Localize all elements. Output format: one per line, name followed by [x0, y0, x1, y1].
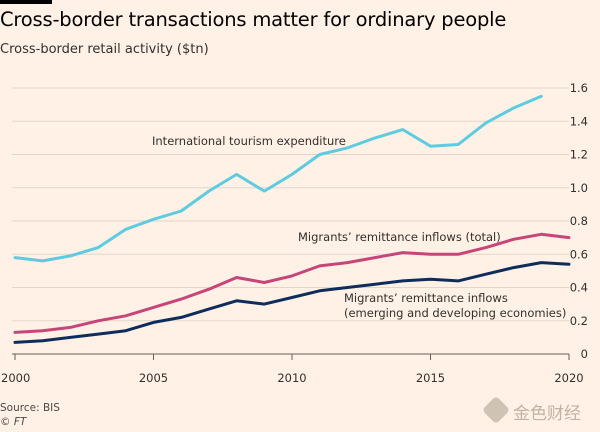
series-line-0: [13, 94, 543, 263]
source-note: Source: BIS: [0, 402, 60, 414]
chart-title: Cross-border transactions matter for ord…: [0, 8, 507, 31]
y-tick-label: 1.0: [570, 181, 588, 195]
watermark-text: 金色财经: [513, 404, 581, 424]
series-annotation-0: International tourism expenditure: [152, 134, 346, 148]
top-rule: [0, 0, 52, 4]
y-tick-label: 0.2: [570, 314, 588, 328]
y-tick-label: 0: [581, 347, 588, 361]
series-line-1: [13, 232, 571, 334]
x-tick-label: 2015: [416, 371, 445, 385]
watermark-logo-icon: [481, 395, 511, 425]
series-line-2: [13, 261, 571, 344]
chart-subtitle: Cross-border retail activity ($tn): [0, 42, 209, 57]
series-annotation-2: Migrants’ remittance inflows: [344, 291, 508, 305]
y-tick-label: 1.4: [570, 114, 588, 128]
y-tick-label: 0.8: [570, 214, 588, 228]
y-tick-label: 1.6: [570, 81, 588, 95]
x-tick-label: 2000: [1, 371, 30, 385]
watermark: 金色财经: [481, 395, 592, 426]
x-tick-label: 2005: [139, 371, 168, 385]
series-annotation-1: Migrants’ remittance inflows (total): [298, 230, 501, 244]
x-tick-label: 2020: [554, 371, 583, 385]
y-tick-label: 0.4: [570, 281, 588, 295]
x-tick-label: 2010: [277, 371, 306, 385]
ft-credit: © FT: [0, 416, 27, 428]
series-annotation-2: (emerging and developing economies): [344, 306, 566, 320]
y-tick-label: 1.2: [570, 148, 588, 162]
y-tick-label: 0.6: [570, 247, 588, 261]
